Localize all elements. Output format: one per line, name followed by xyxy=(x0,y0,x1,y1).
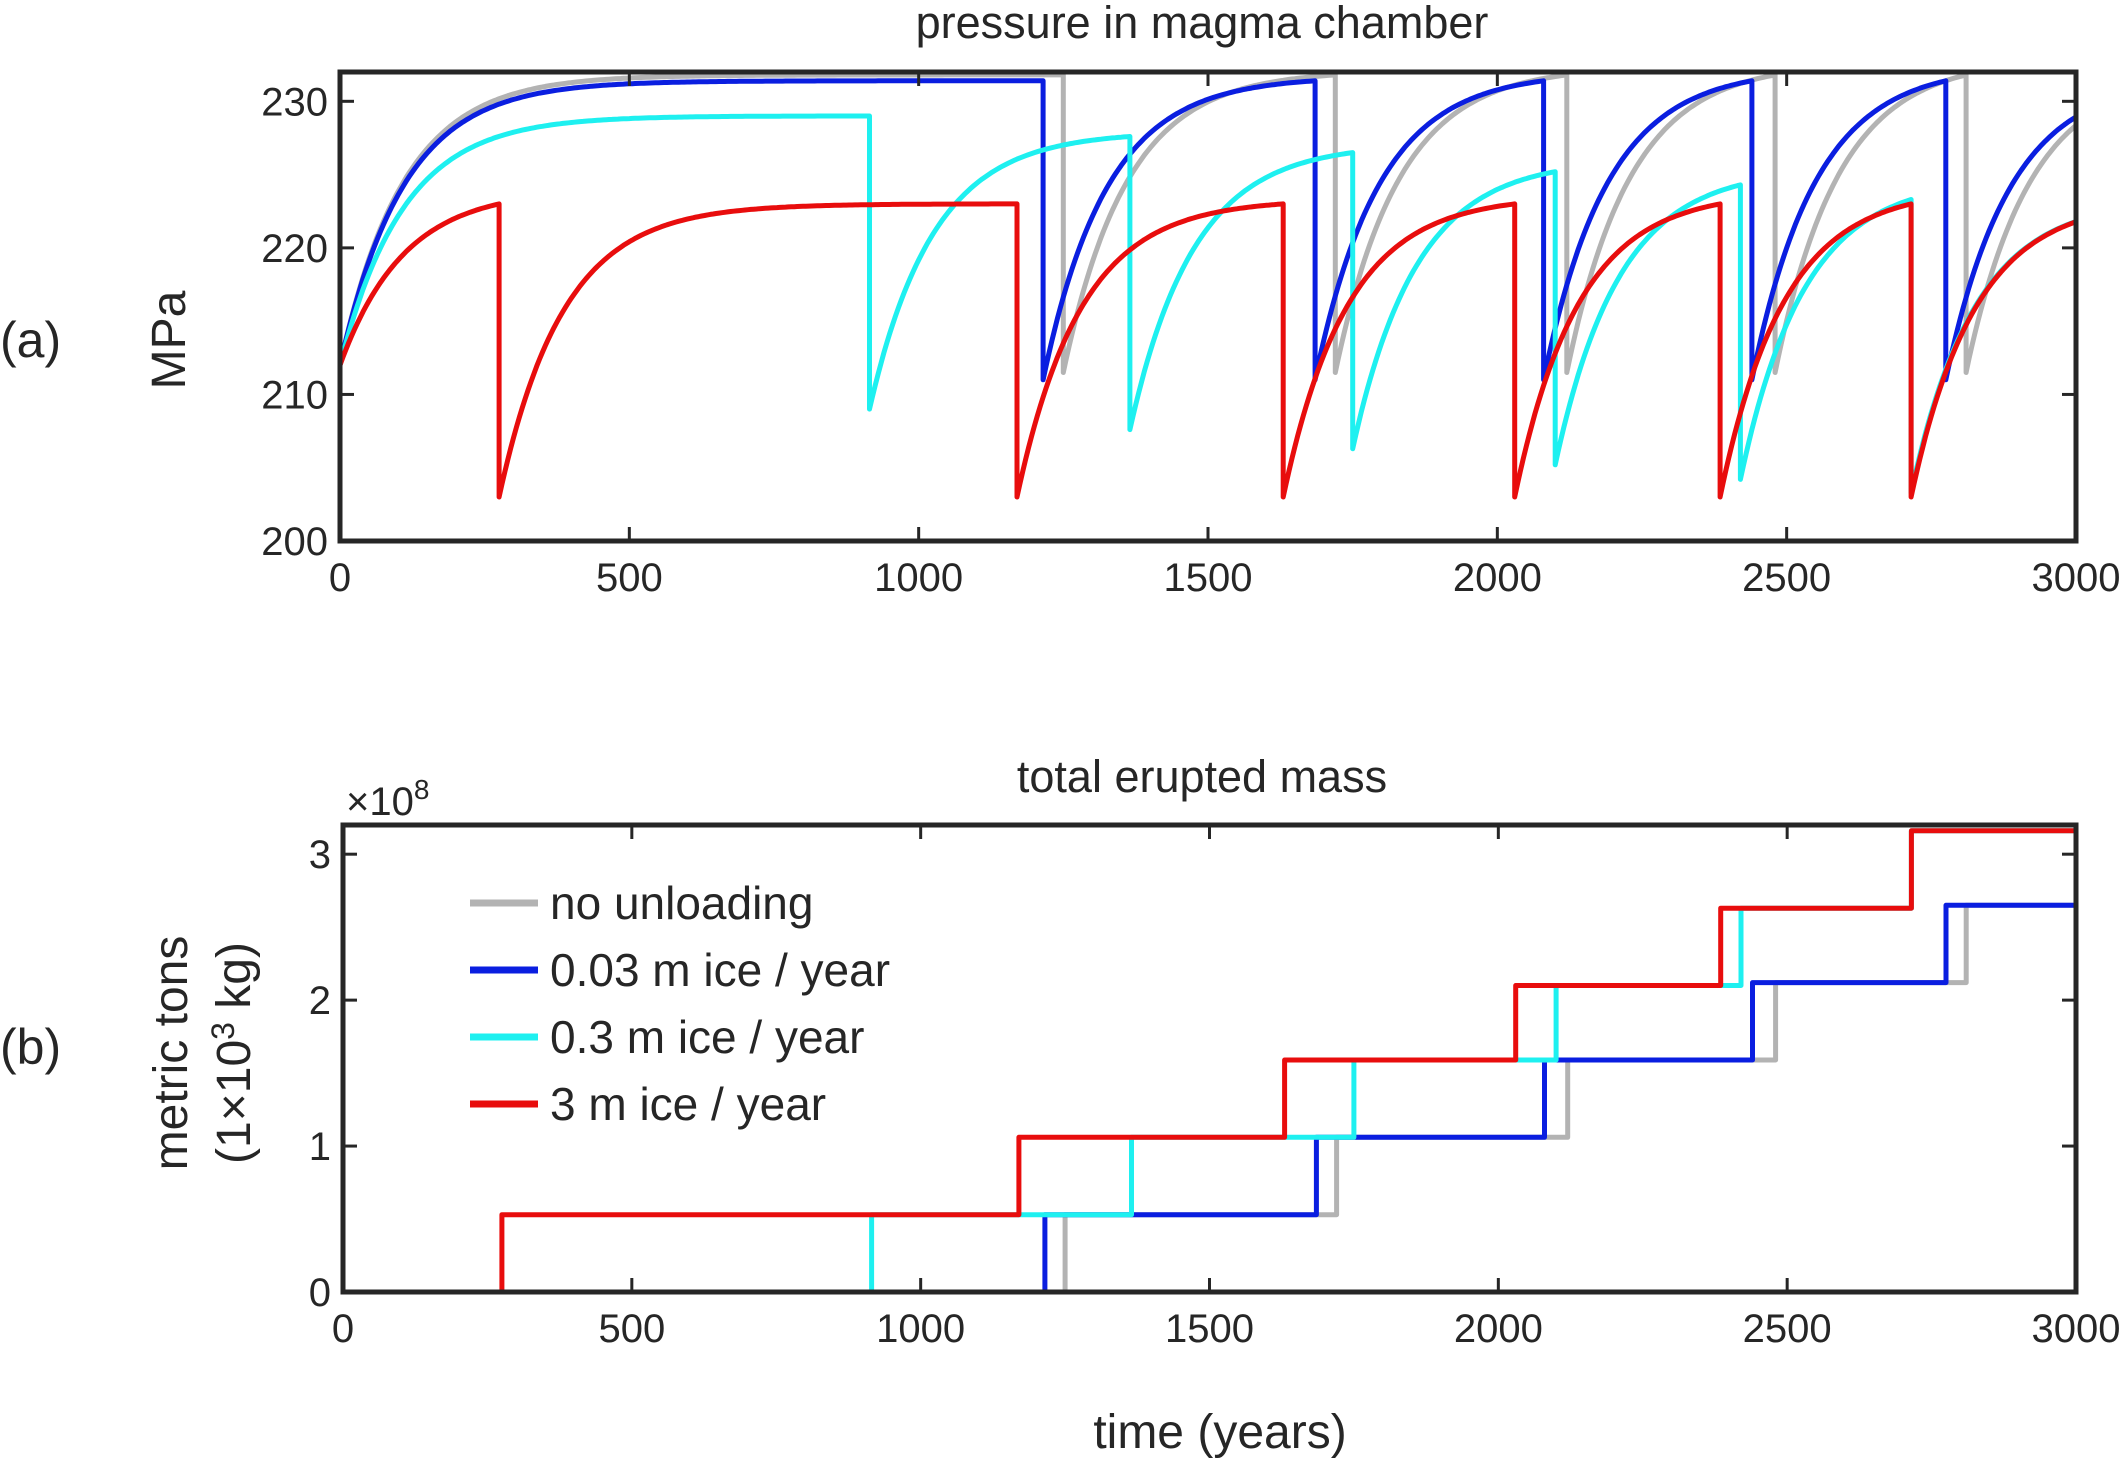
x-tick-label: 500 xyxy=(598,1307,665,1351)
panel-a-series-group xyxy=(337,72,2078,500)
panel-a-series-0-03-m-ice-year xyxy=(337,78,2078,383)
panel-b-series-0-03-m-ice-year xyxy=(343,902,2076,1295)
legend-label-3-m-ice-year: 3 m ice / year xyxy=(550,1078,826,1130)
panel-a-yticks: 200 210 220 230 xyxy=(261,80,2076,564)
panel-b-yticks: 0 1 2 3 xyxy=(309,833,2076,1315)
panel-a-ylabel: MPa xyxy=(143,290,196,389)
legend-label-0-03-m-ice-year: 0.03 m ice / year xyxy=(550,944,890,996)
panel-b-xlabel: time (years) xyxy=(1093,1406,1346,1459)
x-tick-label: 2500 xyxy=(1742,556,1831,600)
panel-a-axes-frame xyxy=(337,69,2079,544)
panel-a-xticks: 0 500 1000 1500 2000 2500 3000 xyxy=(329,72,2121,600)
panel-b-exponent-label: ×108 xyxy=(346,774,429,824)
y-tick-label: 3 xyxy=(309,833,331,877)
x-tick-label: 1000 xyxy=(874,556,963,600)
x-tick-label: 3000 xyxy=(2032,1307,2121,1351)
panel-a-series-0-3-m-ice-year xyxy=(337,113,2077,496)
panel-b-series-3-m-ice-year xyxy=(343,828,2076,1295)
panel-a-chart: pressure in magma chamber (a) MPa 0 500 10… xyxy=(0,0,2120,600)
panel-b-axes-frame xyxy=(340,822,2079,1295)
x-tick-label: 500 xyxy=(596,556,663,600)
panel-b-xticks: 0 500 1000 1500 2000 2500 3000 xyxy=(332,825,2121,1351)
x-tick-label: 3000 xyxy=(2032,556,2121,600)
x-tick-label: 0 xyxy=(329,556,351,600)
panel-b-ylabel-line2: (1×103 kg) xyxy=(205,942,261,1164)
y-tick-label: 210 xyxy=(261,373,328,417)
x-tick-label: 2500 xyxy=(1743,1307,1832,1351)
x-tick-label: 0 xyxy=(332,1307,354,1351)
panel-a-series-3-m-ice-year xyxy=(337,201,2077,500)
x-tick-label: 2000 xyxy=(1453,556,1542,600)
x-tick-label: 1000 xyxy=(876,1307,965,1351)
panel-b-series-no-unloading xyxy=(343,902,2076,1295)
y-tick-label: 2 xyxy=(309,979,331,1023)
legend-label-0-3-m-ice-year: 0.3 m ice / year xyxy=(550,1011,864,1063)
panel-b-chart: total erupted mass (b) ×108 metric tons … xyxy=(0,751,2120,1459)
panel-b-label: (b) xyxy=(0,1019,61,1075)
y-tick-label: 0 xyxy=(309,1271,331,1315)
y-tick-label: 220 xyxy=(261,227,328,271)
x-tick-label: 1500 xyxy=(1165,1307,1254,1351)
panel-b-legend: no unloading 0.03 m ice / year 0.3 m ice /… xyxy=(470,877,890,1130)
legend-label-no-unloading: no unloading xyxy=(550,877,813,929)
y-tick-label: 1 xyxy=(309,1125,331,1169)
panel-b-title: total erupted mass xyxy=(1017,751,1387,802)
y-tick-label: 230 xyxy=(261,80,328,124)
panel-b-series-group xyxy=(343,828,2076,1295)
panel-b-ylabel-line1: metric tons xyxy=(145,936,198,1171)
x-tick-label: 2000 xyxy=(1454,1307,1543,1351)
panel-a-label: (a) xyxy=(0,312,61,368)
y-tick-label: 200 xyxy=(261,520,328,564)
x-tick-label: 1500 xyxy=(1164,556,1253,600)
panel-a-title: pressure in magma chamber xyxy=(916,0,1489,48)
